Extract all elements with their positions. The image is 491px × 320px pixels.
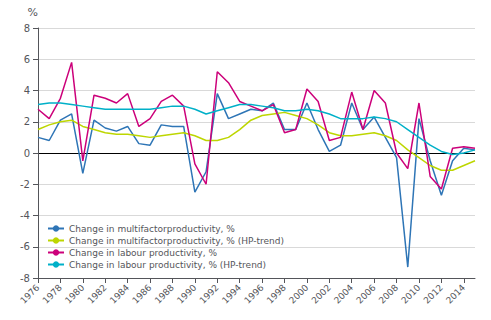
- svg-text:Change in multifactorproductiv: Change in multifactorproductivity, %: [69, 224, 235, 234]
- svg-text:1994: 1994: [220, 282, 243, 305]
- svg-text:2012: 2012: [422, 282, 445, 305]
- svg-text:1998: 1998: [265, 282, 288, 305]
- svg-text:-4: -4: [20, 210, 30, 221]
- svg-text:1990: 1990: [175, 282, 198, 305]
- svg-text:1986: 1986: [130, 282, 153, 305]
- svg-text:1976: 1976: [18, 282, 41, 305]
- svg-text:-6: -6: [20, 241, 30, 252]
- svg-text:4: 4: [24, 85, 30, 96]
- svg-text:2004: 2004: [332, 282, 355, 305]
- svg-text:2014: 2014: [444, 282, 467, 305]
- svg-text:6: 6: [24, 54, 30, 65]
- svg-text:1984: 1984: [108, 282, 131, 305]
- svg-text:1996: 1996: [242, 282, 265, 305]
- svg-text:2010: 2010: [399, 282, 422, 305]
- svg-text:2008: 2008: [377, 282, 400, 305]
- svg-text:2: 2: [24, 116, 30, 127]
- svg-text:8: 8: [24, 23, 30, 34]
- svg-text:1988: 1988: [153, 282, 176, 305]
- svg-text:2000: 2000: [287, 282, 310, 305]
- svg-text:Change in multifactorproductiv: Change in multifactorproductivity, % (HP…: [69, 236, 284, 246]
- svg-text:Change in labour productivity,: Change in labour productivity, %: [69, 248, 217, 258]
- svg-text:-8: -8: [20, 273, 30, 284]
- svg-text:2002: 2002: [310, 282, 333, 305]
- svg-text:-2: -2: [20, 179, 30, 190]
- svg-text:0: 0: [24, 148, 30, 159]
- svg-text:%: %: [28, 6, 38, 19]
- svg-text:1982: 1982: [86, 282, 109, 305]
- svg-text:Change in labour productivity,: Change in labour productivity, % (HP-tre…: [69, 260, 266, 270]
- svg-text:2006: 2006: [354, 282, 377, 305]
- svg-text:1978: 1978: [41, 282, 64, 305]
- svg-text:1992: 1992: [198, 282, 221, 305]
- svg-text:1980: 1980: [63, 282, 86, 305]
